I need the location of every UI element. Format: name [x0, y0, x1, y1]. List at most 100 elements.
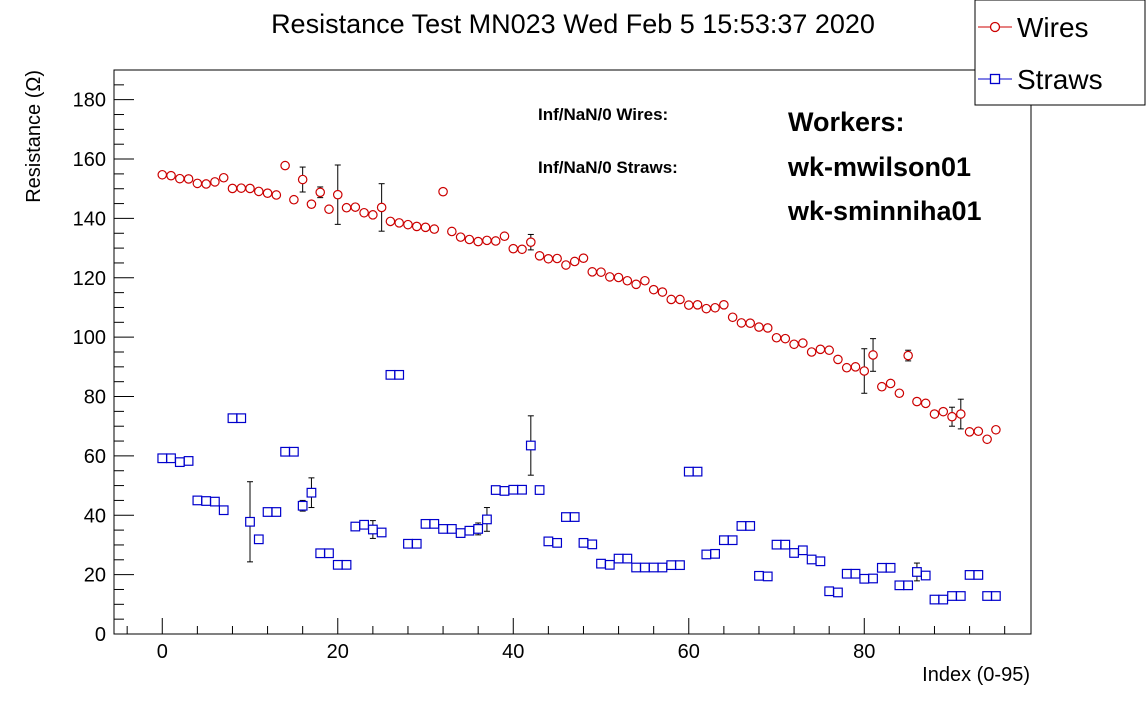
straws-point: [517, 484, 527, 495]
straws-point: [947, 591, 957, 601]
wires-point: [727, 312, 738, 323]
straws-point: [648, 562, 659, 573]
wires-point: [411, 221, 422, 232]
straws-point: [324, 548, 334, 559]
wires-point: [315, 187, 326, 198]
x-tick-label: 40: [502, 641, 524, 663]
wires-point: [210, 177, 220, 187]
wires-point: [701, 303, 712, 314]
straws-point: [920, 570, 931, 581]
wires-point: [648, 284, 659, 295]
y-tick-label: 40: [84, 505, 106, 527]
y-tick-label: 0: [95, 624, 106, 646]
straws-point: [683, 466, 694, 477]
wires-point: [508, 243, 519, 254]
straws-point: [569, 512, 580, 522]
straws-point: [718, 535, 729, 546]
straws-point: [315, 548, 326, 559]
wires-point: [324, 204, 334, 215]
wires-point: [447, 226, 457, 237]
wires-point: [640, 275, 650, 286]
straws-point: [552, 537, 563, 548]
legend: Wires Straws: [974, 0, 1146, 106]
straws-point: [727, 535, 738, 546]
wires-point: [534, 251, 545, 261]
wires-point: [253, 186, 264, 197]
straws-point: [938, 594, 949, 605]
straws-point: [201, 496, 212, 506]
straws-point: [859, 573, 870, 584]
straws-point: [868, 573, 878, 584]
straws-point: [990, 591, 1001, 601]
straws-point: [280, 446, 291, 457]
y-tick-label: 180: [73, 90, 106, 112]
wires-point: [806, 347, 817, 357]
wires-point: [376, 202, 387, 213]
straws-point: [183, 456, 194, 466]
wires-point: [306, 199, 317, 209]
straws-point: [245, 516, 255, 527]
wires-point: [271, 190, 282, 200]
wires-point: [552, 253, 562, 264]
wires-point: [543, 253, 554, 264]
straws-point: [762, 571, 773, 582]
straws-point: [534, 485, 545, 495]
wires-point: [587, 267, 598, 277]
wires-point: [183, 174, 194, 184]
wires-point: [692, 300, 703, 310]
straws-point: [262, 507, 273, 517]
wires-point: [815, 344, 826, 355]
wires-point: [991, 424, 1001, 435]
straws-point: [578, 537, 589, 548]
straws-point: [482, 514, 492, 525]
straws-point: [429, 518, 440, 529]
straws-point: [833, 587, 843, 598]
straws-point: [841, 568, 852, 579]
wires-point: [894, 388, 905, 399]
straws-point: [710, 548, 720, 559]
legend-straws-marker: [989, 73, 1001, 85]
wires-point: [622, 275, 633, 286]
wires-point: [780, 333, 791, 344]
straws-point: [490, 485, 501, 495]
straws-point: [982, 591, 993, 601]
straws-point: [824, 586, 835, 597]
wires-point: [368, 210, 378, 220]
wires-point: [903, 350, 913, 361]
straws-point: [955, 591, 966, 601]
straws-point: [929, 594, 940, 605]
wires-point: [789, 339, 799, 350]
worker-1: wk-mwilson01: [787, 152, 971, 182]
straws-point: [332, 559, 343, 570]
wires-point: [166, 170, 176, 181]
x-tick-label: 0: [157, 641, 168, 663]
straws-point: [403, 538, 413, 549]
wires-point: [947, 411, 957, 422]
straws-point: [622, 553, 633, 564]
data-points: [157, 160, 1001, 605]
wires-point: [394, 218, 404, 228]
wires-point: [236, 183, 247, 193]
straws-point: [367, 524, 378, 535]
straws-point: [771, 539, 782, 550]
wires-point: [192, 178, 203, 189]
wires-point: [473, 236, 483, 247]
straws-point: [754, 570, 764, 581]
wires-point: [938, 406, 949, 417]
wires-point: [201, 179, 211, 189]
wires-point: [868, 350, 878, 360]
wires-point: [245, 183, 255, 194]
wires-point: [666, 294, 677, 305]
wires-point: [955, 409, 966, 419]
straws-point: [604, 559, 615, 570]
straws-point: [903, 580, 914, 591]
wires-point: [675, 294, 685, 305]
legend-box: [974, 0, 1146, 106]
straws-point: [306, 487, 317, 498]
straws-point: [912, 567, 922, 577]
straws-point: [411, 538, 422, 549]
wires-point: [824, 345, 834, 356]
wires-point: [973, 426, 984, 437]
straws-point: [271, 507, 282, 517]
